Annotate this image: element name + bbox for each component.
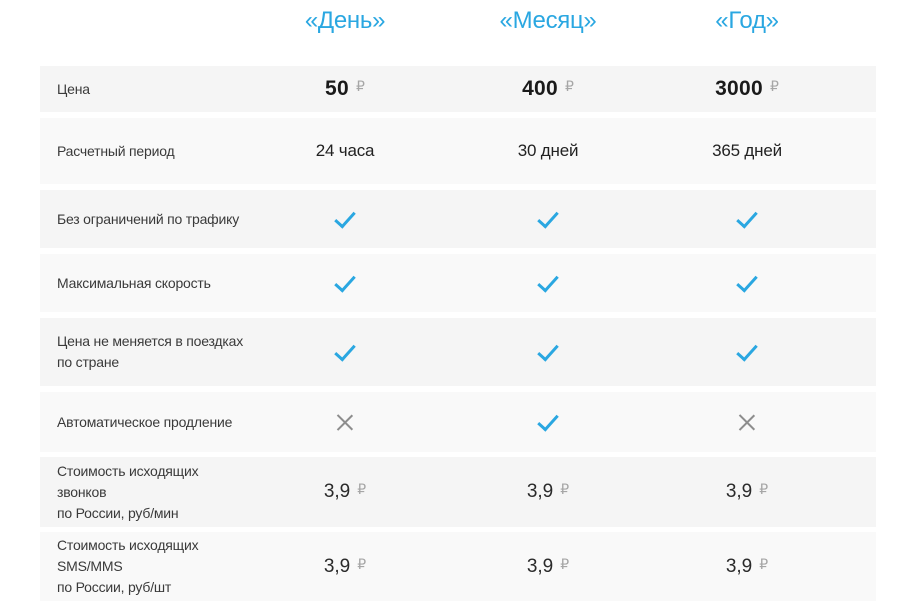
- price-cell: 3,9 ₽: [244, 457, 446, 527]
- check-icon: [536, 271, 560, 295]
- price-cell: 400 ₽: [446, 66, 650, 112]
- table-row-auto-renewal: Автоматическое продление: [40, 392, 876, 452]
- row-label: Цена: [57, 80, 90, 97]
- price-value: 3,9: [526, 555, 554, 577]
- ruble-sign: ₽: [357, 556, 367, 573]
- row-label: Автоматическое продление: [57, 413, 233, 430]
- period-value: 24 часа: [315, 141, 375, 160]
- check-icon: [333, 271, 357, 295]
- cross-icon: [735, 410, 759, 434]
- column-header-day[interactable]: «День»: [304, 7, 386, 34]
- table-row-price: Цена 50 ₽ 400 ₽ 3000 ₽: [40, 66, 876, 112]
- ruble-sign: ₽: [759, 556, 769, 573]
- check-icon: [735, 271, 759, 295]
- price-cell: 3,9 ₽: [244, 532, 446, 601]
- table-row-call-cost: Стоимость исходящих звонков по России, р…: [40, 457, 876, 527]
- check-icon: [735, 207, 759, 231]
- price-cell: 3,9 ₽: [446, 532, 650, 601]
- check-icon: [536, 207, 560, 231]
- table-row-unlimited-traffic: Без ограничений по трафику: [40, 190, 876, 248]
- price-value: 3,9: [725, 481, 753, 502]
- price-value: 3,9: [323, 481, 351, 502]
- check-icon: [333, 207, 357, 231]
- price-value: 3,9: [526, 481, 554, 502]
- price-value: 400: [522, 77, 559, 100]
- period-cell: 365 дней: [650, 118, 844, 184]
- price-value: 50: [325, 77, 350, 100]
- price-cell: 3,9 ₽: [650, 532, 844, 601]
- table-row-period: Расчетный период 24 часа 30 дней 365 дне…: [40, 118, 876, 184]
- ruble-sign: ₽: [356, 79, 365, 95]
- ruble-sign: ₽: [560, 482, 570, 498]
- price-cell: 50 ₽: [244, 66, 446, 112]
- row-label: Без ограничений по трафику: [57, 210, 239, 227]
- period-value: 30 дней: [517, 141, 579, 160]
- check-icon: [536, 340, 560, 364]
- price-value: 3000: [715, 77, 763, 100]
- price-cell: 3000 ₽: [650, 66, 844, 112]
- price-value: 3,9: [323, 555, 351, 577]
- check-icon: [536, 410, 560, 434]
- table-row-fixed-price-travel: Цена не меняется в поездках по стране: [40, 318, 876, 386]
- row-label: Цена не меняется в поездках по стране: [57, 333, 243, 370]
- ruble-sign: ₽: [565, 79, 574, 95]
- tariff-comparison-table: «День» «Месяц» «Год» Цена 50 ₽ 400 ₽ 3000 ₽…: [0, 4, 898, 615]
- table-row-max-speed: Максимальная скорость: [40, 254, 876, 312]
- table-header: «День» «Месяц» «Год»: [40, 4, 876, 38]
- column-header-year[interactable]: «Год»: [715, 7, 779, 34]
- cross-icon: [333, 410, 357, 434]
- table-row-sms-cost: Стоимость исходящих SMS/MMS по России, р…: [40, 532, 876, 601]
- column-header-month[interactable]: «Месяц»: [499, 7, 597, 34]
- check-icon: [333, 340, 357, 364]
- ruble-sign: ₽: [357, 482, 367, 498]
- row-label: Стоимость исходящих SMS/MMS по России, р…: [57, 537, 199, 595]
- price-value: 3,9: [725, 555, 753, 577]
- row-label: Расчетный период: [57, 142, 175, 159]
- ruble-sign: ₽: [560, 556, 570, 573]
- price-cell: 3,9 ₽: [446, 457, 650, 527]
- ruble-sign: ₽: [770, 79, 779, 95]
- check-icon: [735, 340, 759, 364]
- period-cell: 30 дней: [446, 118, 650, 184]
- price-cell: 3,9 ₽: [650, 457, 844, 527]
- row-label: Стоимость исходящих звонков по России, р…: [57, 462, 199, 521]
- period-value: 365 дней: [712, 141, 782, 160]
- ruble-sign: ₽: [759, 482, 769, 498]
- period-cell: 24 часа: [244, 118, 446, 184]
- row-label: Максимальная скорость: [57, 274, 211, 291]
